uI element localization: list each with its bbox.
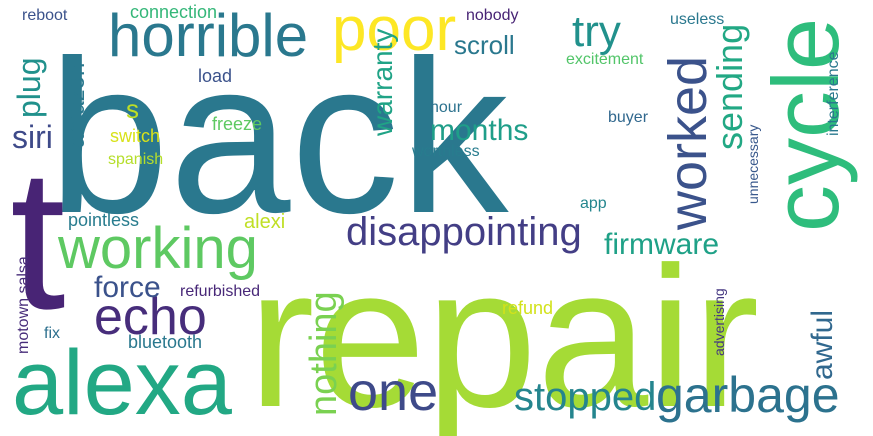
cloud-word: pointless [68,210,139,230]
cloud-word: motown salsa [15,256,32,354]
cloud-word: nothing [303,291,345,416]
cloud-word: firmware [604,228,719,261]
cloud-word: bluetooth [128,332,202,352]
cloud-word: worthless [411,143,480,160]
cloud-word: stopped [514,375,656,419]
cloud-word: amazon [63,63,90,148]
cloud-word: advertising [711,288,727,356]
cloud-word: refurbished [180,283,260,300]
cloud-word: buyer [608,109,649,126]
cloud-word: fix [44,325,60,342]
cloud-word: unnecessary [745,125,761,204]
cloud-word: force [94,271,161,304]
cloud-word: working [57,216,258,281]
cloud-word: s [126,94,139,124]
cloud-word: months [430,114,528,147]
cloud-word: connection [130,2,217,22]
cloud-word: nobody [466,7,519,24]
cloud-word: cycle [753,18,858,232]
cloud-word: warranty [367,29,398,137]
cloud-word: try [572,7,621,56]
cloud-word: siri [12,119,53,155]
cloud-word: awful [806,310,839,380]
cloud-word: freeze [212,114,262,134]
cloud-word: refund [502,298,553,318]
cloud-word: t [10,128,66,351]
cloud-word: alexi [244,211,285,233]
cloud-word: hour [430,99,463,116]
cloud-word: one [348,362,438,422]
cloud-word: poor [332,0,456,64]
cloud-word: load [198,66,232,86]
cloud-word: app [580,195,607,212]
cloud-word: garbage [656,367,840,423]
cloud-word: spanish [108,151,163,168]
cloud-word: sending [709,24,750,150]
cloud-word: disappointing [346,210,582,254]
cloud-word: alexa [12,332,233,434]
cloud-word: echo [94,288,207,346]
cloud-word: back [48,16,509,259]
cloud-word: interference [825,51,842,136]
cloud-word: scroll [454,30,515,60]
cloud-word: repair [248,226,759,436]
cloud-word: excitement [566,51,644,68]
cloud-word: useless [670,11,724,28]
cloud-word: worked [658,56,718,231]
cloud-word: reboot [22,7,68,24]
cloud-word: plug [11,58,47,119]
cloud-word: switch [110,126,160,146]
cloud-word: horrible [108,2,308,69]
